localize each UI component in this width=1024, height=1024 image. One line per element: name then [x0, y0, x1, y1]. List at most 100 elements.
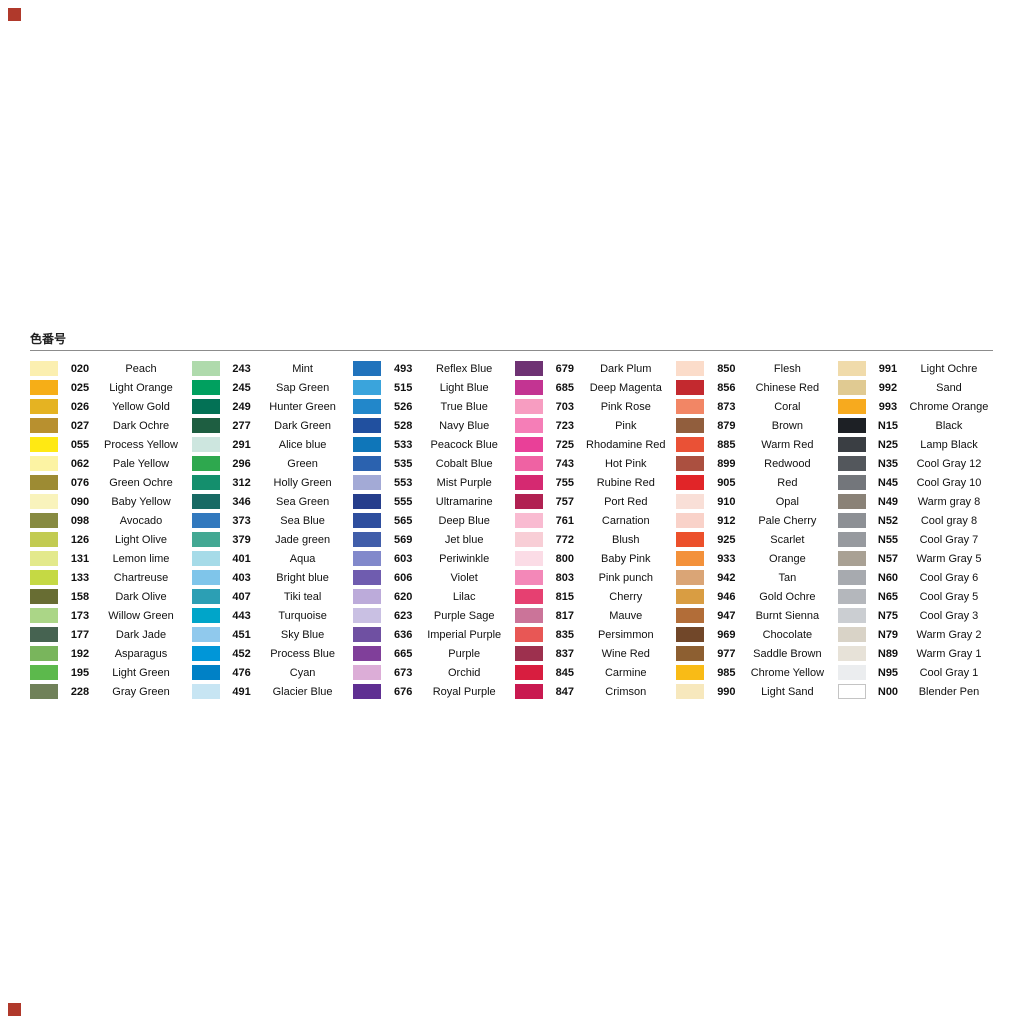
color-code: N52 [877, 514, 899, 527]
color-name: Cherry [609, 590, 643, 603]
color-row: 133 Chartreuse [30, 568, 185, 587]
color-swatch [514, 399, 543, 414]
color-row: 856 Chinese Red [676, 378, 831, 397]
color-code: 673 [394, 666, 413, 679]
color-name: Warm Red [761, 438, 814, 451]
color-row: 296 Green [191, 454, 347, 473]
color-name: Port Red [604, 495, 648, 508]
color-swatch [353, 532, 382, 547]
color-code: 800 [555, 552, 574, 565]
color-code: 565 [394, 514, 413, 527]
color-swatch [30, 608, 58, 623]
color-swatch [191, 456, 220, 471]
color-code: 837 [555, 647, 574, 660]
color-name: Pink Rose [600, 400, 651, 413]
color-swatch [837, 627, 866, 642]
color-row: 993 Chrome Orange [837, 397, 993, 416]
color-row: 850 Flesh [676, 359, 831, 378]
color-code: 476 [232, 666, 251, 679]
color-code: 312 [232, 476, 251, 489]
color-swatch [837, 646, 866, 661]
color-swatch [30, 380, 58, 395]
color-code: 676 [394, 685, 413, 698]
color-row: 946 Gold Ochre [676, 587, 831, 606]
color-row: 126 Light Olive [30, 530, 185, 549]
color-name: Imperial Purple [427, 628, 502, 641]
color-code: 925 [717, 533, 736, 546]
color-swatch [353, 380, 382, 395]
color-code: 569 [394, 533, 413, 546]
color-code: 992 [878, 381, 898, 394]
color-row: 676 Royal Purple [353, 682, 508, 701]
color-row: N95 Cool Gray 1 [837, 663, 993, 682]
swatch-column-6: 991 Light Ochre 992 Sand 993 Chrome Orange N15… [837, 359, 993, 701]
color-name: Warm Gray 1 [916, 647, 982, 660]
color-name: Process Yellow [104, 438, 178, 451]
color-row: 526 True Blue [353, 397, 508, 416]
color-name: Light Sand [761, 685, 814, 698]
color-code: 192 [70, 647, 90, 660]
color-code: 133 [70, 571, 90, 584]
color-code: 177 [70, 628, 90, 641]
color-swatch [30, 513, 58, 528]
color-name: Cool Gray 10 [916, 476, 982, 489]
color-name: Purple Sage [433, 609, 495, 622]
color-name: Cool Gray 7 [919, 533, 979, 546]
color-swatch [676, 475, 705, 490]
color-swatch [191, 437, 220, 452]
color-code: 027 [70, 419, 90, 432]
color-name: Orange [769, 552, 806, 565]
color-name: Bright blue [276, 571, 329, 584]
color-row: 761 Carnation [514, 511, 670, 530]
color-row: 451 Sky Blue [191, 625, 347, 644]
color-row: 228 Gray Green [30, 682, 185, 701]
color-swatch [837, 589, 866, 604]
color-name: Redwood [764, 457, 811, 470]
color-code: N49 [877, 495, 899, 508]
color-row: 703 Pink Rose [514, 397, 670, 416]
color-swatch [514, 456, 543, 471]
color-name: Pink punch [598, 571, 653, 584]
color-row: 027 Dark Ochre [30, 416, 185, 435]
color-row: 533 Peacock Blue [353, 435, 508, 454]
color-swatch [676, 456, 705, 471]
color-swatch [353, 665, 382, 680]
color-row: 847 Crimson [514, 682, 670, 701]
color-code: 847 [555, 685, 574, 698]
color-name: Deep Blue [438, 514, 490, 527]
color-name: Periwinkle [439, 552, 490, 565]
color-row: 620 Lilac [353, 587, 508, 606]
color-code: 126 [70, 533, 90, 546]
color-row: 623 Purple Sage [353, 606, 508, 625]
color-name: Peacock Blue [430, 438, 498, 451]
color-name: Crimson [605, 685, 647, 698]
color-swatch [837, 513, 866, 528]
color-code: 535 [394, 457, 413, 470]
color-row: 090 Baby Yellow [30, 492, 185, 511]
color-code: N75 [877, 609, 899, 622]
color-swatch [676, 570, 705, 585]
color-code: 296 [232, 457, 251, 470]
color-name: Dark Green [274, 419, 332, 432]
color-swatch [191, 475, 220, 490]
color-row: 403 Bright blue [191, 568, 347, 587]
color-code: 679 [555, 362, 574, 375]
color-name: Lemon lime [112, 552, 170, 565]
color-swatch [676, 684, 705, 699]
swatch-column-5: 850 Flesh 856 Chinese Red 873 Coral 879 Brown 88… [676, 359, 831, 701]
color-name: Coral [774, 400, 801, 413]
color-code: 977 [717, 647, 736, 660]
color-code: 899 [717, 457, 736, 470]
color-row: 725 Rhodamine Red [514, 435, 670, 454]
color-swatch [676, 418, 705, 433]
color-row: 243 Mint [191, 359, 347, 378]
color-swatch [191, 646, 220, 661]
color-row: 942 Tan [676, 568, 831, 587]
color-code: 757 [555, 495, 574, 508]
color-swatch [353, 589, 382, 604]
color-name: Sky Blue [280, 628, 325, 641]
color-code: 606 [394, 571, 413, 584]
color-swatch [837, 570, 866, 585]
color-row: 277 Dark Green [191, 416, 347, 435]
color-name: Green Ochre [109, 476, 173, 489]
